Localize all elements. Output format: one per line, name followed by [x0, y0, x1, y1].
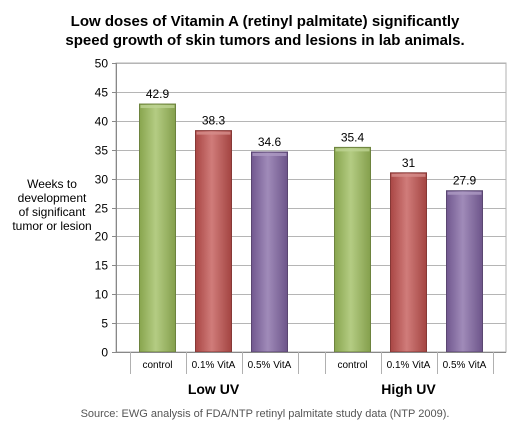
bar-high-uv-1 — [390, 172, 427, 353]
bar-top-highlight — [447, 191, 482, 195]
data-label: 42.9 — [146, 87, 170, 101]
data-label: 34.6 — [258, 135, 282, 149]
y-tick-label: 25 — [95, 202, 109, 216]
x-tick-label: control — [337, 360, 367, 371]
x-tick-label: 0.5% VitA — [443, 360, 487, 371]
y-tick-label: 50 — [95, 57, 109, 71]
chart-title-line-2: speed growth of skin tumors and lesions … — [65, 32, 465, 49]
y-tick-label: 10 — [95, 288, 109, 302]
y-tick-label: 40 — [95, 115, 109, 129]
bar-low-uv-0 — [139, 103, 176, 353]
data-label: 31 — [402, 156, 416, 170]
source-note: Source: EWG analysis of FDA/NTP retinyl … — [80, 408, 450, 420]
y-axis-label: Weeks to development of significant tumo… — [0, 177, 104, 233]
bar-high-uv-0 — [334, 146, 371, 353]
y-tick-label: 45 — [95, 86, 109, 100]
bar-top-highlight — [391, 173, 426, 177]
y-tick-label: 30 — [95, 173, 109, 187]
bar-high-uv-2 — [446, 190, 483, 353]
data-label: 27.9 — [453, 174, 477, 188]
chart-title: Low doses of Vitamin A (retinyl palmitat… — [0, 12, 530, 50]
bar-top-highlight — [335, 148, 370, 152]
y-tick-label: 20 — [95, 230, 109, 244]
y-axis-label-line-1: Weeks to — [27, 177, 77, 191]
bar-top-highlight — [196, 131, 231, 135]
y-tick-label: 5 — [101, 317, 108, 331]
bar-top-highlight — [140, 105, 175, 109]
y-tick-label: 15 — [95, 259, 109, 273]
group-label-high-uv: High UV — [381, 381, 436, 397]
x-tick-label: 0.1% VitA — [192, 360, 236, 371]
x-tick-label: control — [142, 360, 172, 371]
bar-top-highlight — [252, 153, 287, 157]
y-axis-label-line-4: tumor or lesion — [12, 219, 92, 233]
data-label: 38.3 — [202, 114, 226, 128]
x-tick-label: 0.5% VitA — [248, 360, 292, 371]
group-label-low-uv: Low UV — [188, 381, 240, 397]
bar-low-uv-2 — [251, 151, 288, 353]
y-axis-label-line-2: development — [17, 191, 87, 205]
x-tick-label: 0.1% VitA — [387, 360, 431, 371]
chart-title-line-1: Low doses of Vitamin A (retinyl palmitat… — [70, 13, 460, 30]
y-tick-label: 0 — [101, 346, 108, 360]
y-axis-label-line-3: of significant — [18, 205, 86, 219]
data-label: 35.4 — [341, 130, 365, 144]
y-tick-label: 35 — [95, 144, 109, 158]
bar-low-uv-1 — [195, 130, 232, 353]
